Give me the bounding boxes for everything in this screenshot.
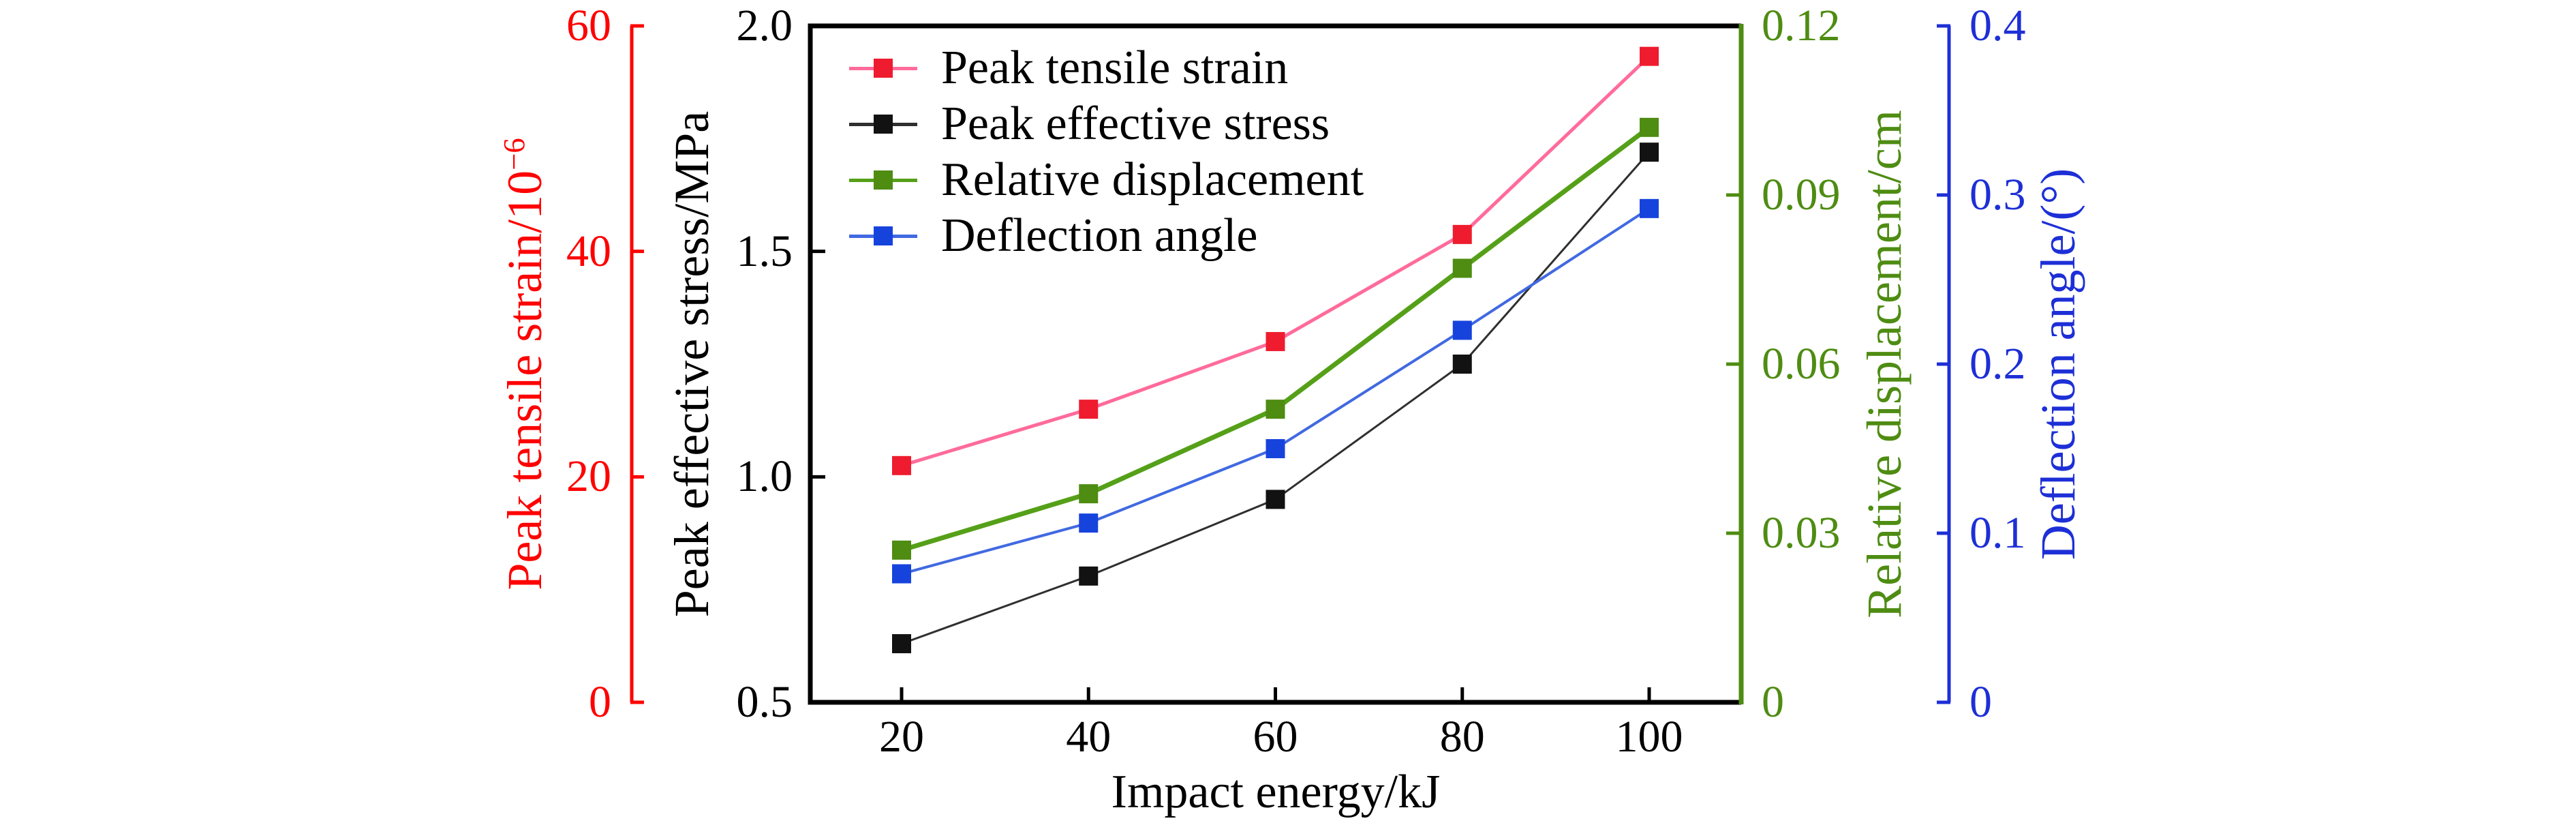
legend-marker [874, 226, 893, 245]
x-tick-label: 40 [1066, 712, 1111, 762]
legend-item-strain: Peak tensile strain [849, 40, 1288, 96]
axis-title-impact-energy: Impact energy/kJ [1111, 766, 1441, 818]
axis-title-relative-displacement: Relative displacement/cm [1857, 110, 1912, 618]
legend-line [849, 122, 874, 126]
marker-angle [1266, 439, 1285, 458]
legend-marker [874, 115, 893, 134]
y-tick-label-angle: 0.3 [1969, 170, 2026, 220]
y-tick-label-strain: 20 [566, 451, 611, 502]
y-tick-label-displacement: 0.09 [1762, 170, 1841, 220]
legend-marker [874, 59, 893, 78]
legend-line [849, 234, 874, 238]
y-tick-label-angle: 0.4 [1969, 1, 2026, 50]
x-tick-label: 80 [1439, 712, 1485, 762]
legend-line [849, 66, 874, 70]
legend-line [893, 234, 917, 238]
marker-stress [1640, 143, 1659, 162]
x-tick-label: 60 [1253, 712, 1298, 762]
marker-angle [1079, 513, 1099, 533]
marker-angle [1640, 198, 1659, 218]
y-tick-label-displacement: 0.03 [1762, 508, 1841, 558]
marker-strain [1079, 400, 1099, 419]
axis-title-deflection-angle: Deflection angle/(°) [2031, 168, 2085, 560]
marker-displacement [892, 540, 911, 560]
axis-title-peak-tensile-strain: Peak tensile strain/10−6 [497, 138, 552, 590]
legend-item-angle: Deflection angle [849, 208, 1258, 264]
legend-label: Relative displacement [941, 153, 1364, 206]
x-tick-label: 20 [879, 712, 924, 762]
marker-displacement [1640, 117, 1659, 137]
marker-strain [1452, 224, 1472, 244]
y-tick-label-angle: 0 [1969, 677, 1992, 727]
marker-displacement [1079, 484, 1099, 504]
y-tick-label-strain: 40 [566, 226, 611, 276]
legend-line [893, 66, 917, 70]
marker-displacement [1452, 258, 1472, 278]
marker-stress [1079, 566, 1099, 586]
legend-label: Peak effective stress [941, 98, 1330, 150]
y-tick-label-displacement: 0 [1762, 677, 1784, 727]
marker-angle [1452, 320, 1472, 340]
y-tick-label-angle: 0.1 [1969, 508, 2026, 558]
legend-label: Peak tensile strain [941, 42, 1289, 94]
legend-marker [874, 170, 893, 190]
legend-line [893, 122, 917, 126]
y-tick-label-stress: 2.0 [736, 1, 793, 50]
legend-line [893, 178, 917, 182]
y-tick-label-stress: 1.5 [736, 226, 793, 276]
y-tick-label-displacement: 0.06 [1762, 339, 1841, 389]
marker-strain [892, 455, 911, 475]
axis-title-superscript: −6 [497, 138, 531, 170]
legend-line [849, 178, 874, 182]
y-tick-label-stress: 0.5 [736, 677, 793, 727]
plot-frame [808, 23, 1741, 705]
marker-displacement [1266, 400, 1285, 419]
marker-strain [1266, 331, 1285, 351]
marker-angle [892, 564, 911, 584]
legend-label: Deflection angle [941, 209, 1258, 262]
axis-title-text: Peak tensile strain/10 [497, 170, 552, 590]
marker-strain [1640, 46, 1659, 66]
y-tick-label-strain: 0 [589, 677, 611, 727]
marker-stress [1266, 490, 1285, 509]
marker-stress [1452, 355, 1472, 374]
y-tick-label-angle: 0.2 [1969, 339, 2026, 389]
axis-title-peak-effective-stress: Peak effective stress/MPa [664, 110, 719, 618]
y-tick-label-displacement: 0.12 [1762, 1, 1841, 50]
marker-stress [892, 634, 911, 654]
legend-item-stress: Peak effective stress [849, 96, 1330, 152]
x-tick-label: 100 [1615, 712, 1683, 762]
y-tick-label-stress: 1.0 [736, 451, 793, 502]
legend-item-displacement: Relative displacement [849, 152, 1364, 208]
y-tick-label-strain: 60 [566, 1, 611, 50]
